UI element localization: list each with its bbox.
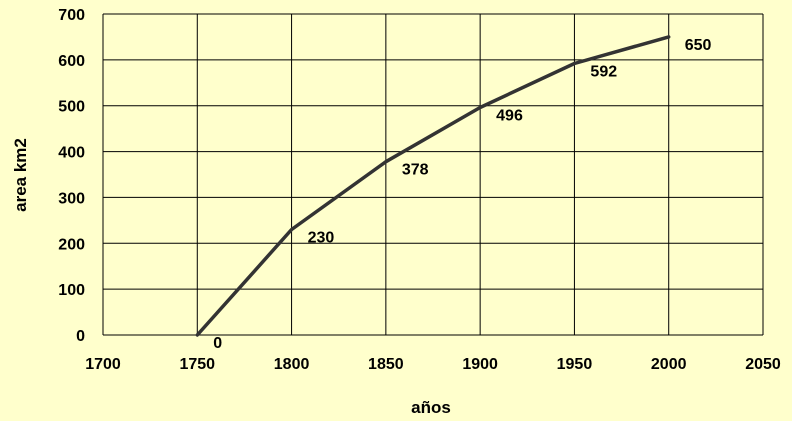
data-label: 650	[685, 37, 712, 54]
x-tick-label: 1800	[274, 356, 310, 373]
y-tick-label: 0	[76, 328, 85, 345]
y-tick-label: 500	[58, 99, 85, 116]
y-tick-label: 600	[58, 53, 85, 70]
gridlines	[102, 13, 764, 336]
x-tick-label: 1900	[462, 356, 498, 373]
y-tick-label: 300	[58, 190, 85, 207]
x-tick-label: 1700	[85, 356, 121, 373]
x-tick-label: 1750	[179, 356, 215, 373]
y-tick-label: 200	[58, 236, 85, 253]
y-tick-label: 700	[58, 7, 85, 24]
data-label: 496	[496, 108, 523, 125]
tick-labels: 1700 1750 1800 1850 1900 1950 2000 2050 0 100 200 3…	[58, 7, 781, 373]
series-line	[195, 35, 671, 337]
x-tick-label: 1950	[557, 356, 593, 373]
y-tick-label: 400	[58, 145, 85, 162]
data-labels: 0 230 378 496 592 650	[213, 37, 711, 352]
data-label: 592	[590, 64, 617, 81]
y-tick-label: 100	[58, 282, 85, 299]
x-tick-label: 1850	[368, 356, 404, 373]
data-label: 378	[402, 162, 429, 179]
x-axis-label: años	[411, 398, 451, 417]
series-line-group	[195, 35, 671, 337]
x-tick-label: 2050	[745, 356, 781, 373]
data-label: 230	[308, 230, 335, 247]
data-label: 0	[213, 335, 222, 352]
y-axis-label: area km2	[11, 138, 30, 212]
x-tick-label: 2000	[651, 356, 687, 373]
